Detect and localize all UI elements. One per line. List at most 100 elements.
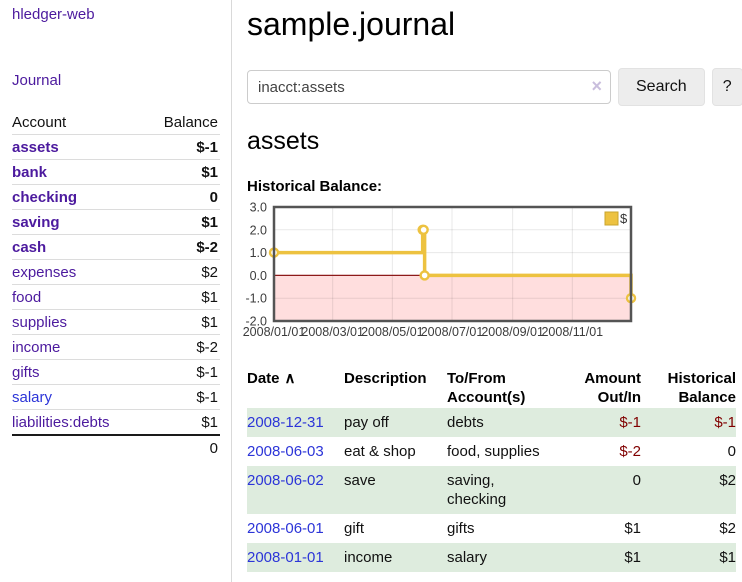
account-link-liabilities-debts[interactable]: liabilities:debts [12, 413, 110, 431]
txn-accounts: gifts [447, 520, 475, 537]
brand-link[interactable]: hledger-web [12, 6, 95, 23]
txn-amount: 0 [632, 472, 641, 489]
txn-amount: $1 [624, 520, 641, 537]
txn-date: 2008-12-31 [247, 408, 344, 437]
register-row: 2008-01-01 income salary $1 $1 [247, 543, 736, 572]
txn-description: pay off [344, 414, 389, 431]
account-cell: salary [12, 384, 144, 410]
txn-date-link[interactable]: 2008-06-03 [247, 443, 324, 460]
account-row: supplies $1 [12, 309, 220, 335]
txn-date: 2008-06-01 [247, 514, 344, 543]
svg-text:2008/07/01: 2008/07/01 [421, 325, 484, 339]
register-row: 2008-06-02 save saving, checking 0 $2 [247, 466, 736, 514]
txn-description: gift [344, 520, 365, 537]
account-balance: $-2 [143, 234, 220, 260]
txn-accounts: food, supplies [447, 443, 540, 460]
account-balance: $-2 [143, 334, 220, 360]
account-balance: $1 [143, 409, 220, 435]
svg-text:2008/09/01: 2008/09/01 [481, 325, 544, 339]
svg-text:2008/11/01: 2008/11/01 [541, 325, 603, 339]
balance-column-header: Balance [163, 113, 218, 131]
txn-balance: 0 [727, 443, 736, 460]
account-balance: $1 [143, 209, 220, 235]
txn-date-link[interactable]: 2008-06-02 [247, 472, 324, 489]
account-row: checking 0 [12, 184, 220, 210]
account-cell: saving [12, 209, 144, 235]
page-title: sample.journal [247, 6, 456, 42]
account-cell: bank [12, 159, 144, 185]
txn-amount: $-1 [619, 414, 641, 431]
svg-text:0.0: 0.0 [250, 269, 267, 283]
account-row: liabilities:debts $1 [12, 409, 220, 435]
search-button[interactable]: Search [618, 68, 705, 106]
account-link-gifts[interactable]: gifts [12, 363, 40, 381]
txn-accounts: saving, checking [447, 472, 507, 508]
account-row: food $1 [12, 284, 220, 310]
svg-text:1.0: 1.0 [250, 246, 267, 260]
account-balance: $1 [143, 284, 220, 310]
sort-ascending-icon: ∧ [284, 370, 296, 387]
historical-balance-chart[interactable]: $3.0 2.0 1.0 0.0 -1.0 -2.0 2008/01/01 2008/03/0… [238, 199, 742, 351]
txn-amount: $1 [624, 549, 641, 566]
account-cell: expenses [12, 259, 144, 285]
search-input[interactable] [247, 70, 611, 104]
account-row: bank $1 [12, 159, 220, 185]
txn-date: 2008-06-02 [247, 466, 344, 514]
svg-text:$: $ [620, 211, 628, 226]
txn-balance: $1 [719, 549, 736, 566]
accounts-header-row: Account Balance [12, 110, 220, 135]
accounts-table: Account Balance assets $-1 bank $1 check… [12, 110, 220, 460]
register-table: Date ∧ Description To/From Account(s) Amo… [247, 368, 736, 572]
account-cell: liabilities:debts [12, 409, 144, 435]
svg-text:-2.0: -2.0 [245, 315, 267, 329]
account-row: cash $-2 [12, 234, 220, 260]
help-button[interactable]: ? [711, 68, 742, 106]
svg-text:2008/05/01: 2008/05/01 [361, 325, 424, 339]
txn-date-link[interactable]: 2008-12-31 [247, 414, 324, 431]
account-link-expenses[interactable]: expenses [12, 263, 77, 281]
accounts-column-header: To/From Account(s) [447, 370, 526, 406]
account-link-salary[interactable]: salary [12, 388, 53, 406]
sidebar-item-journal[interactable]: Journal [12, 72, 62, 89]
account-link-assets[interactable]: assets [12, 138, 59, 156]
register-header-row: Date ∧ Description To/From Account(s) Amo… [247, 368, 736, 408]
clear-search-icon[interactable]: × [591, 76, 602, 96]
account-link-saving[interactable]: saving [12, 213, 60, 231]
svg-text:2.0: 2.0 [250, 223, 267, 237]
account-balance: $1 [143, 309, 220, 335]
txn-amount: $-2 [619, 443, 641, 460]
account-link-cash[interactable]: cash [12, 238, 47, 256]
account-cell: cash [12, 234, 144, 260]
account-row: income $-2 [12, 334, 220, 360]
txn-date-link[interactable]: 2008-01-01 [247, 549, 324, 566]
txn-balance: $2 [719, 520, 736, 537]
account-cell: checking [12, 184, 144, 210]
account-balance: $1 [143, 159, 220, 185]
sidebar: hledger-web Journal Account Balance asse… [0, 0, 232, 582]
accounts-total-value: 0 [143, 434, 220, 460]
account-cell: income [12, 334, 144, 360]
account-row: gifts $-1 [12, 359, 220, 385]
main-content: sample.journal × Search ? assets Histori… [232, 0, 742, 582]
account-row: salary $-1 [12, 384, 220, 410]
date-column-header[interactable]: Date ∧ [247, 370, 296, 387]
account-link-checking[interactable]: checking [12, 188, 78, 206]
txn-accounts: debts [447, 414, 484, 431]
register-row: 2008-06-03 eat & shop food, supplies $-2… [247, 437, 736, 466]
account-cell: food [12, 284, 144, 310]
account-link-supplies[interactable]: supplies [12, 313, 68, 331]
account-row: saving $1 [12, 209, 220, 235]
account-link-bank[interactable]: bank [12, 163, 48, 181]
total-spacer [12, 434, 144, 460]
account-link-income[interactable]: income [12, 338, 61, 356]
chart-title: Historical Balance: [247, 178, 383, 195]
account-balance: $2 [143, 259, 220, 285]
txn-description: income [344, 549, 393, 566]
txn-accounts: salary [447, 549, 488, 566]
account-link-food[interactable]: food [12, 288, 42, 306]
search-form: × Search ? [247, 68, 742, 106]
txn-description: eat & shop [344, 443, 416, 460]
txn-description: save [344, 472, 376, 489]
svg-text:2008/03/01: 2008/03/01 [301, 325, 364, 339]
txn-date-link[interactable]: 2008-06-01 [247, 520, 324, 537]
